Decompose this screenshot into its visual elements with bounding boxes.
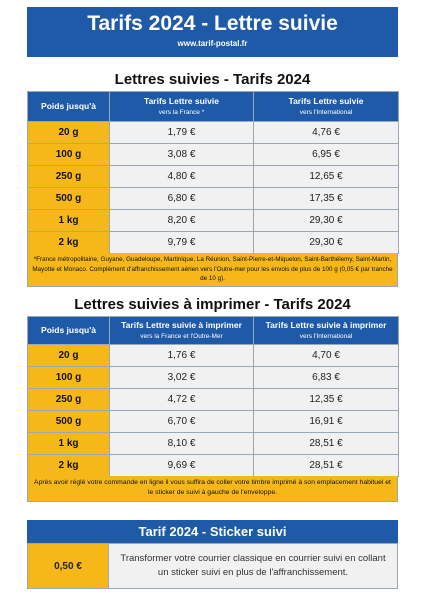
printable-letter-table: Poids jusqu'à Tarifs Lettre suivie à imp… — [27, 316, 399, 477]
intl-price: 6,95 € — [253, 143, 399, 166]
tracked-letter-table: Poids jusqu'à Tarifs Lettre suivie vers l… — [27, 91, 399, 254]
international-header: Tarifs Lettre suivie vers l'International — [253, 91, 399, 122]
table-row: 1 kg 8,20 €29,30 € — [27, 209, 399, 232]
page-title: Tarifs 2024 - Lettre suivie — [87, 12, 338, 35]
table-row: 100 g 3,08 €6,95 € — [27, 143, 399, 166]
france-price: 8,10 € — [109, 432, 254, 455]
intl-price: 28,51 € — [253, 432, 399, 455]
sticker-description: Transformer votre courrier classique en … — [109, 543, 398, 589]
weight-cell: 250 g — [27, 165, 110, 188]
weight-cell: 100 g — [27, 366, 110, 389]
france-price: 4,80 € — [109, 165, 254, 188]
weight-header: Poids jusqu'à — [27, 316, 110, 345]
intl-price: 28,51 € — [253, 454, 399, 477]
weight-cell: 1 kg — [27, 209, 110, 232]
weight-cell: 250 g — [27, 388, 110, 411]
intl-price: 29,30 € — [253, 209, 399, 232]
weight-cell: 500 g — [27, 410, 110, 433]
france-price: 8,20 € — [109, 209, 254, 232]
table-row: 250 g 4,72 €12,35 € — [27, 388, 399, 411]
intl-price: 12,35 € — [253, 388, 399, 411]
france-price: 1,76 € — [109, 344, 254, 367]
france-price: 9,79 € — [109, 231, 254, 254]
table-row: 500 g 6,80 €17,35 € — [27, 187, 399, 210]
france-price: 3,02 € — [109, 366, 254, 389]
international-header: Tarifs Lettre suivie à imprimer vers l'In… — [253, 316, 399, 345]
section2-title: Lettres suivies à imprimer - Tarifs 2024 — [74, 296, 351, 313]
weight-header: Poids jusqu'à — [27, 91, 110, 122]
table-row: 1 kg 8,10 €28,51 € — [27, 432, 399, 455]
page-banner: Tarifs 2024 - Lettre suivie www.tarif-po… — [27, 7, 398, 57]
weight-cell: 1 kg — [27, 432, 110, 455]
france-price: 6,80 € — [109, 187, 254, 210]
intl-price: 17,35 € — [253, 187, 399, 210]
section1-footnote: *France métropolitaine, Guyane, Guadelou… — [27, 253, 398, 287]
table-header-row: Poids jusqu'à Tarifs Lettre suivie à imp… — [27, 316, 399, 345]
france-price: 9,69 € — [109, 454, 254, 477]
table-row: 100 g 3,02 €6,83 € — [27, 366, 399, 389]
intl-price: 29,30 € — [253, 231, 399, 254]
table-row: 250 g 4,80 €12,65 € — [27, 165, 399, 188]
france-price: 4,72 € — [109, 388, 254, 411]
france-price: 6,70 € — [109, 410, 254, 433]
france-header: Tarifs Lettre suivie à imprimer vers la F… — [109, 316, 254, 345]
table-header-row: Poids jusqu'à Tarifs Lettre suivie vers l… — [27, 91, 399, 122]
intl-price: 4,70 € — [253, 344, 399, 367]
section1-title: Lettres suivies - Tarifs 2024 — [114, 71, 311, 88]
france-price: 1,79 € — [109, 121, 254, 144]
table-row: 500 g 6,70 €16,91 € — [27, 410, 399, 433]
sticker-price: 0,50 € — [27, 543, 109, 589]
weight-cell: 2 kg — [27, 454, 110, 477]
table-row: 2 kg 9,79 €29,30 € — [27, 231, 399, 254]
weight-cell: 500 g — [27, 187, 110, 210]
table-row: 20 g 1,76 €4,70 € — [27, 344, 399, 367]
france-header: Tarifs Lettre suivie vers la France * — [109, 91, 254, 122]
intl-price: 16,91 € — [253, 410, 399, 433]
weight-cell: 2 kg — [27, 231, 110, 254]
section2-footnote: Après avoir réglé votre commande en lign… — [27, 476, 398, 502]
france-price: 3,08 € — [109, 143, 254, 166]
intl-price: 4,76 € — [253, 121, 399, 144]
intl-price: 12,65 € — [253, 165, 399, 188]
intl-price: 6,83 € — [253, 366, 399, 389]
weight-cell: 20 g — [27, 121, 110, 144]
table-row: 20 g 1,79 €4,76 € — [27, 121, 399, 144]
weight-cell: 20 g — [27, 344, 110, 367]
weight-cell: 100 g — [27, 143, 110, 166]
table-row: 2 kg 9,69 €28,51 € — [27, 454, 399, 477]
site-url[interactable]: www.tarif-postal.fr — [177, 39, 248, 48]
sticker-title: Tarif 2024 - Sticker suivi — [27, 520, 398, 543]
